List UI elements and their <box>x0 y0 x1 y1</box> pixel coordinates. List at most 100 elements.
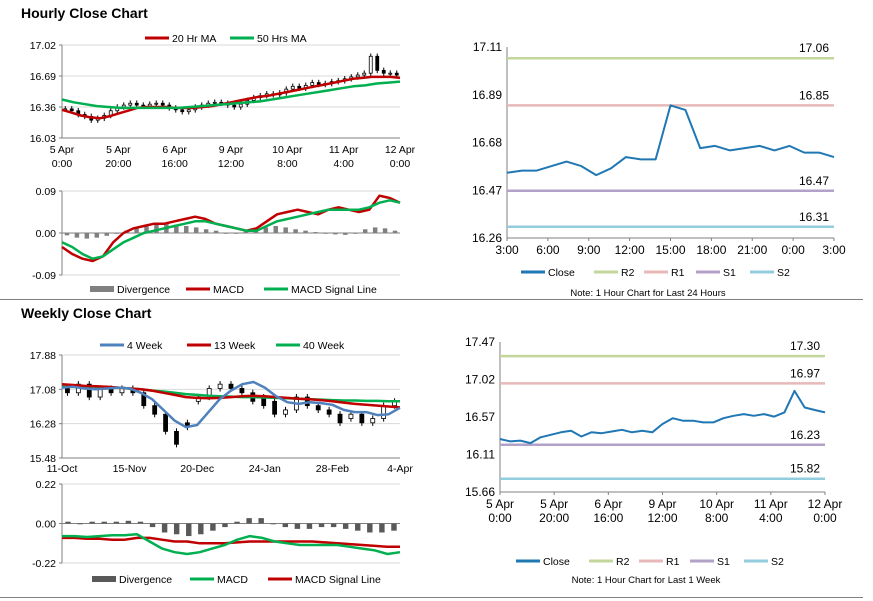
hourly-divergence-bar <box>323 233 328 234</box>
weekly-pivot-level-label: 16.23 <box>790 428 820 442</box>
hourly-divergence-bar <box>283 227 288 233</box>
hourly-price-candle <box>154 102 159 105</box>
weekly-divergence-bar <box>161 523 168 533</box>
weekly-pivot-xtick-label: 4:00 <box>759 511 783 525</box>
hourly-price-xtick-label: 10 Apr <box>272 144 303 156</box>
hourly-divergence-bar <box>372 227 378 233</box>
hourly-ma20-line <box>61 75 401 120</box>
hourly-price-candle <box>362 72 367 76</box>
weekly-price-candle <box>174 430 179 445</box>
hourly-price-candle <box>212 101 217 104</box>
weekly-divergence-bar <box>89 521 95 524</box>
weekly-macd-ytick-label: 0.00 <box>36 519 57 531</box>
hourly-pivot-note: Note: 1 Hour Chart for Last 24 Hours <box>570 288 725 299</box>
hourly-pivot-xtick-label: 9:00 <box>577 243 601 257</box>
hourly-pivot-xtick-label: 3:00 <box>822 243 846 257</box>
hourly-divergence-bar <box>144 226 149 233</box>
hourly-price-candle <box>310 82 315 86</box>
weekly-divergence-bar <box>330 523 337 528</box>
hourly-price-ytick-label: 17.02 <box>30 40 56 52</box>
hourly-price-candle <box>355 74 360 78</box>
weekly-divergence-bar <box>294 523 301 529</box>
weekly-divergence-bar <box>234 521 240 524</box>
hourly-pivot-ytick-label: 16.89 <box>472 88 502 102</box>
weekly-price-candle <box>86 383 92 398</box>
hourly-divergence-bar <box>94 233 100 238</box>
weekly-pivot-ytick-label: 17.02 <box>465 373 495 387</box>
hourly-divergence-bar <box>303 230 308 233</box>
weekly-divergence-bar <box>258 518 264 524</box>
weekly-price-candle <box>239 388 245 394</box>
weekly-pivot-ytick-label: 15.66 <box>465 485 495 499</box>
hourly-macd-ytick-label: -0.09 <box>32 270 56 282</box>
hourly-divergence-bar <box>233 233 239 234</box>
hourly-pivot-level-label: 17.06 <box>799 41 829 55</box>
hourly-pivot-ytick-label: 16.26 <box>472 231 502 245</box>
hourly-pivot-xtick-label: 18:00 <box>696 243 726 257</box>
weekly-price-ytick-label: 16.28 <box>30 419 56 431</box>
weekly-price-xtick-label: 28-Feb <box>316 463 349 475</box>
hourly-price-xtick-label: 9 Apr <box>219 144 244 156</box>
hourly-pivot-xtick-label: 6:00 <box>536 243 560 257</box>
weekly-divergence-bar <box>77 523 83 525</box>
hourly-divergence-bar <box>114 233 119 234</box>
hourly-divergence-bar <box>293 229 298 233</box>
hourly-price-candle <box>290 85 295 90</box>
hourly-divergence-bar <box>313 232 318 233</box>
weekly-macd-legend-label: Divergence <box>119 574 172 586</box>
hourly-price-candle <box>316 82 321 85</box>
hourly-price-xtick-label: 4:00 <box>333 158 354 170</box>
hourly-price-candle <box>375 55 380 71</box>
section-divider <box>0 299 863 300</box>
weekly-price-candle <box>359 413 365 424</box>
hourly-price-xtick-label: 16:00 <box>162 158 188 170</box>
weekly-price-ytick-label: 17.08 <box>30 384 56 396</box>
weekly-price-candle <box>272 400 278 415</box>
hourly-price-candle <box>381 69 386 74</box>
hourly-pivot-xtick-label: 3:00 <box>495 243 519 257</box>
hourly-price-candle <box>160 102 165 106</box>
weekly-pivot-legend-label: R2 <box>616 556 630 568</box>
hourly-divergence-bar <box>273 226 278 233</box>
hourly-divergence-bar <box>362 229 368 233</box>
hourly-price-candle <box>297 85 302 89</box>
weekly-macd-ytick-label: -0.22 <box>32 558 56 570</box>
hourly-pivot-legend-label: Close <box>548 267 575 279</box>
weekly-pivot-level-label: 15.82 <box>790 462 820 476</box>
weekly-macd-legend-swatch <box>92 576 116 582</box>
weekly-pivot-ytick-label: 16.11 <box>466 448 495 462</box>
weekly-pivot-close-line <box>499 389 826 445</box>
hourly-price-xtick-label: 12:00 <box>218 158 244 170</box>
hourly-divergence-bar <box>174 224 179 233</box>
weekly-price-ytick-label: 17.88 <box>30 350 56 362</box>
hourly-divergence-bar <box>223 233 229 234</box>
weekly-pivot-ytick-label: 16.57 <box>465 410 495 424</box>
weekly-price-xtick-label: 11-Oct <box>47 463 78 475</box>
weekly-price-ytick-label: 15.48 <box>30 453 56 465</box>
hourly-divergence-bar <box>382 228 388 233</box>
weekly-pivot-level-label: 17.30 <box>790 339 820 353</box>
hourly-price-candle <box>180 109 185 113</box>
weekly-divergence-bar <box>246 518 252 524</box>
hourly-macd-ytick-label: 0.00 <box>36 228 57 240</box>
hourly-price-candle <box>368 55 373 74</box>
hourly-pivot-xtick-label: 0:00 <box>781 243 805 257</box>
hourly-pivot-level-label: 16.85 <box>799 88 829 102</box>
weekly-pivot-level-label: 16.97 <box>790 366 820 380</box>
hourly-divergence-bar <box>134 228 139 233</box>
weekly-pivot-legend-label: R1 <box>666 556 680 568</box>
weekly-price-candle <box>337 413 343 424</box>
hourly-signal-line <box>61 199 401 260</box>
weekly-pivot-legend-label: S2 <box>771 556 784 568</box>
weekly-price-legend-label: 13 Week <box>214 340 256 352</box>
weekly-divergence-bar <box>173 523 180 535</box>
weekly-price-candle <box>315 405 321 411</box>
weekly-price-candle <box>152 405 158 415</box>
hourly-divergence-bar <box>353 233 358 234</box>
weekly-divergence-bar <box>282 523 289 528</box>
weekly-divergence-bar <box>355 523 361 531</box>
hourly-price-candle <box>394 72 399 76</box>
weekly-price-candle <box>65 388 70 394</box>
hourly-divergence-bar <box>193 227 199 233</box>
